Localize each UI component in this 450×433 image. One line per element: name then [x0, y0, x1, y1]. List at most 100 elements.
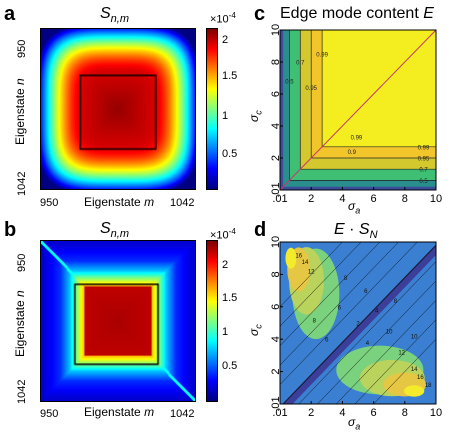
panel-c-xlabel: σa: [348, 200, 360, 217]
panel-b-xlabel: Eigenstate m: [84, 406, 154, 419]
panel-d-ylabel-main: σ: [247, 328, 261, 336]
panel-a-xtick-1042: 1042: [170, 197, 195, 209]
panel-b-colorbar: [206, 240, 218, 402]
panel-c-contour-label: 0.95: [305, 86, 317, 92]
panel-d-xtick-label: .01: [272, 407, 287, 419]
panel-c-xlabel-sub: a: [355, 205, 361, 216]
panel-d-xtick-label: 6: [371, 407, 377, 419]
panel-d-contour-line: [354, 319, 437, 405]
panel-a-title-sub: n,m: [110, 13, 130, 26]
panel-c-ytick-label: 10: [270, 24, 282, 36]
panel-d-contour-label: 6: [325, 338, 329, 344]
panel-a-cbar-tick-1.5: 1.5: [222, 70, 238, 82]
panel-a-xlabel: Eigenstate m: [84, 196, 154, 209]
panel-a-xtick-950: 950: [40, 197, 59, 209]
panel-c-ytick-label: 2: [270, 155, 282, 161]
panel-d-title-var: S: [358, 221, 370, 238]
panel-a-colorbar-exponent: ×10-4: [210, 10, 236, 26]
panel-d-contour-label: 6: [364, 289, 368, 295]
panel-d-xlabel: σa: [348, 416, 360, 433]
panel-c-contour-label: 0.99: [351, 136, 363, 142]
panel-c-xtick-label: .01: [272, 193, 287, 205]
panel-d-contour-label: 10: [386, 330, 393, 336]
panel-b-title-main: S: [100, 220, 111, 237]
panel-d-contour-line: [298, 261, 437, 405]
panel-b-xtick-950: 950: [40, 408, 59, 420]
panel-d-xtick-label: 8: [402, 407, 408, 419]
panel-c-xtick-label: 4: [339, 193, 345, 205]
panel-d-diagonal-line: [282, 244, 437, 405]
panel-b-title-sub: n,m: [110, 228, 130, 241]
panel-a-colorbar: [206, 28, 218, 190]
panel-b-heatmap: [40, 240, 196, 402]
panel-label-d: d: [254, 219, 267, 241]
panel-a-title: Sn,m: [100, 5, 129, 28]
panel-a-xlabel-var: m: [144, 195, 155, 209]
panel-d-contour-line: [279, 241, 418, 385]
panel-label-b: b: [4, 219, 17, 241]
panel-d-contour-line: [279, 241, 343, 307]
panel-c-title-text: Edge mode content: [280, 5, 419, 22]
panel-d-contour-label: 14: [411, 367, 418, 373]
panel-d-contour-label: 8: [313, 318, 317, 324]
panel-d-contour-label: 8: [344, 276, 348, 282]
panel-label-a: a: [4, 3, 16, 25]
panel-c-title-var: E: [423, 5, 434, 22]
panel-d-contour-label: 16: [295, 253, 302, 259]
panel-c-ytick-label: 8: [270, 59, 282, 65]
panel-d-contour-label: 8: [394, 299, 398, 305]
panel-d-contour-line: [373, 339, 437, 405]
panel-d-ylabel: σc: [247, 324, 265, 336]
panel-b-cbar-tick-1: 1: [222, 326, 229, 338]
panel-d-contour-label: 2: [356, 322, 360, 328]
panel-d-contour-line: [317, 280, 437, 405]
panel-d-contour-label: 10: [411, 334, 418, 340]
panel-a-xlabel-text: Eigenstate: [84, 195, 141, 209]
panel-a-cbar-tick-0.5: 0.5: [222, 148, 238, 160]
panel-c-contour-label: 0.5: [419, 179, 428, 185]
panel-d-contour-label: 4: [366, 341, 370, 347]
panel-d-xtick-label: 10: [430, 407, 442, 419]
panel-d-xtick-label: 4: [339, 407, 345, 419]
panel-c-contour-label: 0.95: [418, 157, 430, 163]
panel-d-contour-label: 16: [417, 375, 424, 381]
panel-c-diagonal-line: [279, 29, 437, 191]
panel-d-contour-label: 18: [425, 383, 432, 389]
panel-d-title: E · SN: [334, 221, 378, 244]
panel-a-cbar-tick-2: 2: [222, 34, 229, 46]
panel-c-ylabel-sub: c: [253, 110, 264, 115]
panel-d-contour-line: [279, 241, 362, 327]
panel-d-frame: [279, 241, 437, 405]
panel-d-xlabel-sub: a: [355, 421, 361, 432]
panel-d-title-sub: N: [369, 229, 378, 242]
panel-c-contour-label: 0.99: [316, 53, 328, 59]
panel-c-contour-label: 0.7: [419, 168, 428, 174]
panel-c-xlabel-main: σ: [348, 199, 356, 213]
panel-d-peak-upper-left: [285, 247, 297, 269]
panel-c-ylabel-main: σ: [247, 114, 261, 122]
panel-b-colorbar-exponent-power: -4: [228, 227, 236, 236]
panel-a-heatmap: [40, 28, 196, 190]
panel-b-cbar-tick-2: 2: [222, 259, 229, 271]
panel-d-contour-label: 4: [375, 309, 379, 315]
panel-c-ylabel: σc: [247, 110, 265, 122]
panel-b-title: Sn,m: [100, 220, 129, 243]
panel-c-contour-label: 0.7: [296, 61, 305, 67]
panel-a-colorbar-exponent-base: ×10: [210, 13, 229, 26]
panel-d-ylabel-sub: c: [253, 324, 264, 329]
panel-d-contour-line: [335, 300, 437, 405]
panel-c-contour-label: 0.5: [285, 80, 294, 86]
panel-a-colorbar-exponent-power: -4: [228, 11, 236, 20]
panel-d-ytick-label: 6: [270, 304, 282, 310]
panel-a-title-main: S: [100, 5, 111, 22]
panel-b-colorbar-exponent-base: ×10: [210, 229, 229, 242]
panel-b-xtick-1042: 1042: [170, 408, 195, 420]
panel-d-contour-line: [279, 241, 399, 366]
panel-d-contour-line: [279, 241, 381, 346]
panel-c-frame: [279, 29, 437, 191]
panel-c-xtick-label: 8: [402, 193, 408, 205]
panel-d-xtick-label: 2: [308, 407, 314, 419]
panel-d-ytick-label: 4: [270, 336, 282, 342]
